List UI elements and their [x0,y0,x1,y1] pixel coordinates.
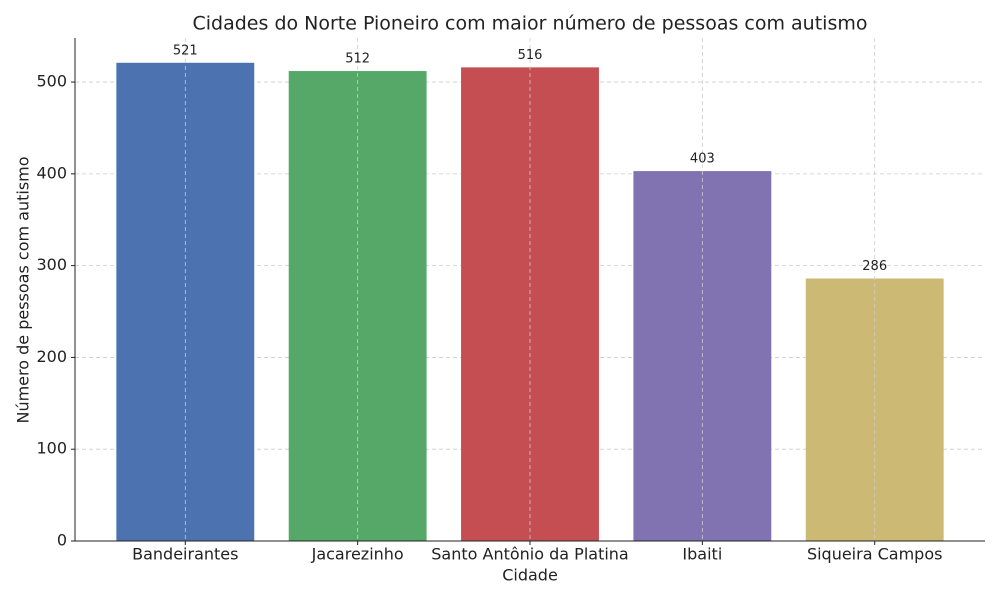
y-axis-label: Número de pessoas com autismo [14,156,33,423]
data-label: 516 [518,48,543,63]
y-tick-label: 400 [36,163,67,182]
x-tick-label: Jacarezinho [311,545,404,564]
x-axis-label: Cidade [502,566,558,585]
chart-title: Cidades do Norte Pioneiro com maior núme… [193,13,868,35]
y-tick-label: 0 [57,531,67,550]
y-tick-label: 500 [36,72,67,91]
y-tick-label: 100 [36,439,67,458]
y-tick-label: 200 [36,347,67,366]
data-label: 521 [173,43,198,58]
data-label: 403 [690,152,715,167]
x-tick-label: Bandeirantes [132,545,238,564]
y-tick-label: 300 [36,255,67,274]
bar [116,62,255,542]
x-tick-label: Siqueira Campos [807,545,943,564]
x-tick-label: Santo Antônio da Platina [431,545,628,564]
x-tick-label: Ibaiti [682,545,722,564]
data-label: 512 [345,52,370,67]
data-label: 286 [862,259,887,274]
